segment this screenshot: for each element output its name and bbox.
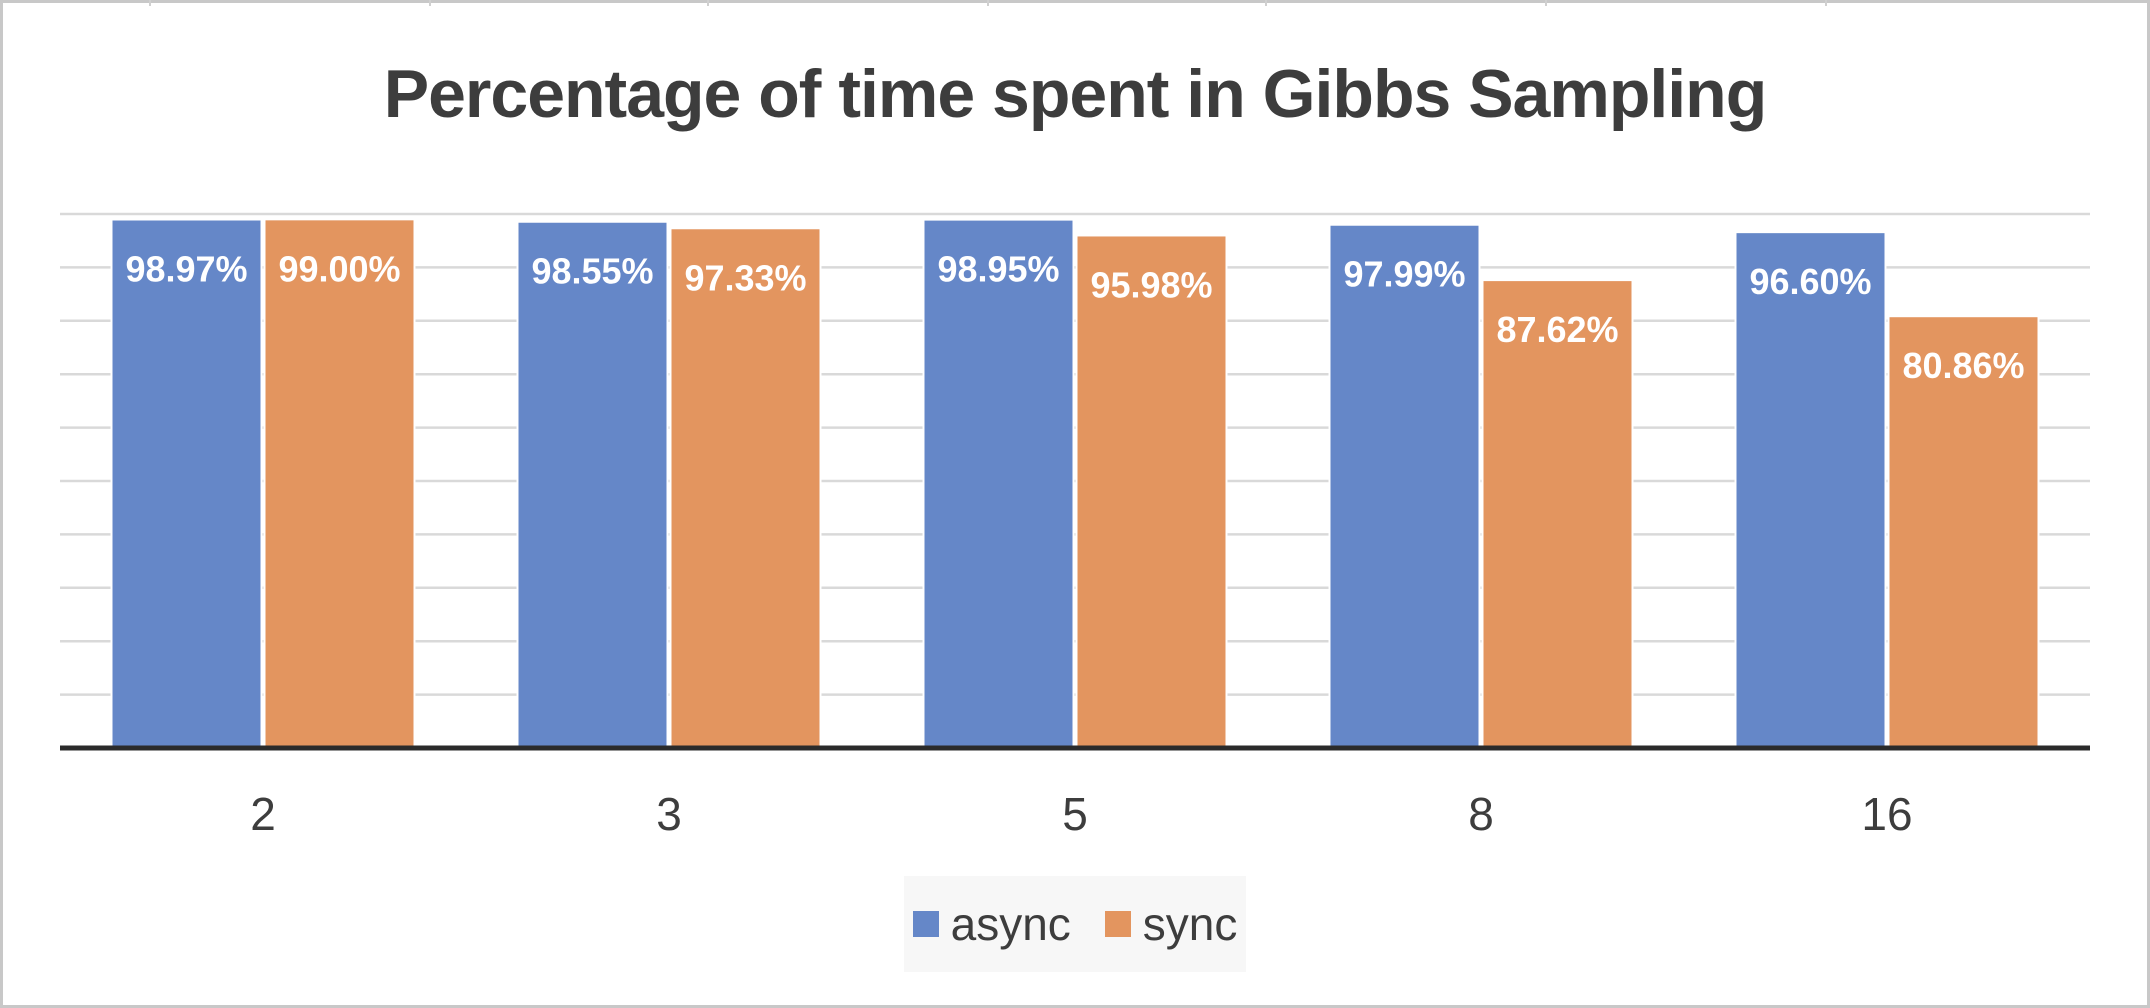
bar-sync-16 bbox=[1887, 315, 2040, 749]
data-label-sync-3: 97.33% bbox=[684, 257, 806, 298]
data-label-async-8: 97.99% bbox=[1343, 254, 1465, 295]
legend-label-async: async bbox=[950, 898, 1071, 950]
bar-async-16 bbox=[1734, 231, 1887, 749]
bar-async-8 bbox=[1328, 223, 1481, 749]
bar-sync-2 bbox=[263, 218, 416, 749]
bar-async-3 bbox=[516, 220, 669, 750]
x-tick-label-5: 5 bbox=[1062, 788, 1088, 840]
chart-title: Percentage of time spent in Gibbs Sampli… bbox=[383, 56, 1767, 132]
data-label-sync-16: 80.86% bbox=[1902, 345, 2024, 386]
legend-label-sync: sync bbox=[1142, 898, 1238, 950]
bar-async-5 bbox=[922, 218, 1075, 749]
x-tick-label-3: 3 bbox=[656, 788, 682, 840]
chart-legend: async sync bbox=[904, 876, 1246, 972]
legend-swatch-async bbox=[912, 911, 939, 937]
data-label-async-3: 98.55% bbox=[531, 251, 653, 292]
data-label-async-2: 98.97% bbox=[125, 249, 247, 290]
x-tick-label-2: 2 bbox=[250, 788, 276, 840]
legend-item-sync: sync bbox=[1104, 897, 1238, 951]
bar-async-2 bbox=[110, 218, 263, 750]
x-tick-label-8: 8 bbox=[1468, 788, 1494, 840]
legend-item-async: async bbox=[912, 897, 1071, 951]
bar-sync-3 bbox=[669, 227, 822, 749]
data-label-async-16: 96.60% bbox=[1749, 261, 1871, 302]
bar-sync-5 bbox=[1075, 234, 1228, 749]
x-tick-label-16: 16 bbox=[1861, 788, 1912, 840]
spreadsheet-gridlines bbox=[149, 0, 1827, 6]
data-label-async-5: 98.95% bbox=[937, 249, 1059, 290]
data-label-sync-5: 95.98% bbox=[1090, 264, 1212, 305]
legend-swatch-sync bbox=[1104, 911, 1131, 937]
data-label-sync-2: 99.00% bbox=[278, 248, 400, 289]
data-label-sync-8: 87.62% bbox=[1496, 309, 1618, 350]
bar-sync-8 bbox=[1481, 279, 1634, 749]
